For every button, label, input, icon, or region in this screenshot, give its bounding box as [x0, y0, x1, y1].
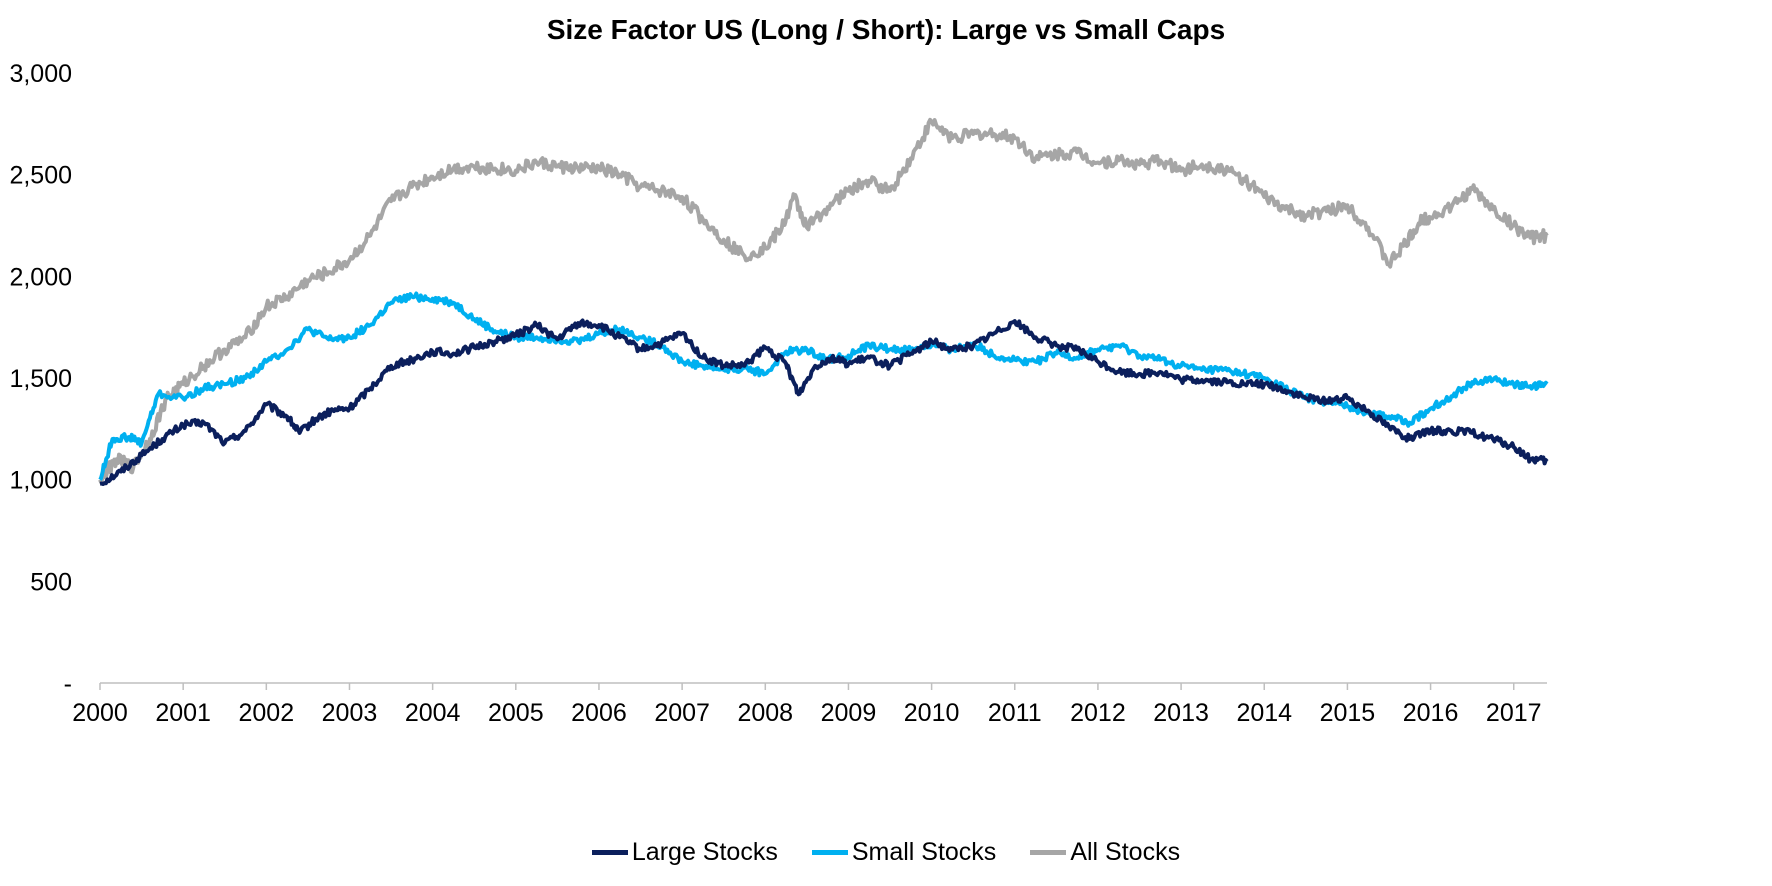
- legend-item-all-stocks: All Stocks: [1030, 838, 1180, 867]
- x-tick-label: 2002: [239, 699, 295, 727]
- x-tick-label: 2003: [322, 699, 378, 727]
- x-tick-label: 2011: [988, 699, 1042, 727]
- y-tick-label: 2,500: [9, 162, 72, 190]
- y-tick-label: 1,000: [9, 467, 72, 495]
- legend-swatch: [591, 850, 628, 855]
- x-tick-label: 2013: [1153, 699, 1209, 727]
- x-tick-label: 2010: [904, 699, 960, 727]
- chart-title: Size Factor US (Long / Short): Large vs …: [546, 14, 1226, 45]
- legend-label: All Stocks: [1070, 838, 1181, 866]
- y-tick-label: 2,000: [9, 263, 72, 291]
- series-line-all-stocks: [98, 117, 1549, 485]
- series-line-large-stocks: [99, 318, 1549, 486]
- y-tick-label: 500: [30, 568, 72, 596]
- x-tick-label: 2004: [405, 699, 461, 727]
- legend-item-large-stocks: Large Stocks: [591, 838, 778, 867]
- x-tick-label: 2012: [1070, 699, 1126, 727]
- chart-legend: Large Stocks Small Stocks All Stocks: [0, 838, 1772, 867]
- series-line-small-stocks: [98, 291, 1549, 481]
- x-tick-label: 2014: [1236, 699, 1292, 727]
- x-tick-label: 2000: [72, 699, 128, 727]
- legend-item-small-stocks: Small Stocks: [811, 838, 997, 867]
- x-tick-label: 2017: [1486, 699, 1542, 727]
- x-tick-label: 2015: [1320, 699, 1376, 727]
- x-tick-label: 2001: [155, 699, 211, 727]
- y-tick-label: -: [64, 670, 72, 698]
- y-tick-label: 1,500: [9, 365, 72, 393]
- legend-label: Small Stocks: [851, 838, 997, 866]
- x-tick-label: 2009: [821, 699, 877, 727]
- x-tick-label: 2008: [737, 699, 793, 727]
- x-tick-label: 2006: [571, 699, 627, 727]
- legend-label: Large Stocks: [631, 838, 778, 866]
- x-tick-label: 2005: [488, 699, 544, 727]
- y-tick-label: 3,000: [9, 60, 72, 88]
- x-axis: 2000 2001 2002 2003 2004 2005 2006 2007 2008 2009…: [72, 682, 1547, 727]
- x-tick-label: 2007: [654, 699, 710, 727]
- series-layer: [98, 117, 1549, 486]
- y-axis: - 500 1,000 1,500 2,000 2,500 3,000: [9, 60, 72, 698]
- legend-swatch: [811, 850, 848, 855]
- legend-swatch: [1030, 850, 1067, 855]
- x-tick-label: 2016: [1403, 699, 1459, 727]
